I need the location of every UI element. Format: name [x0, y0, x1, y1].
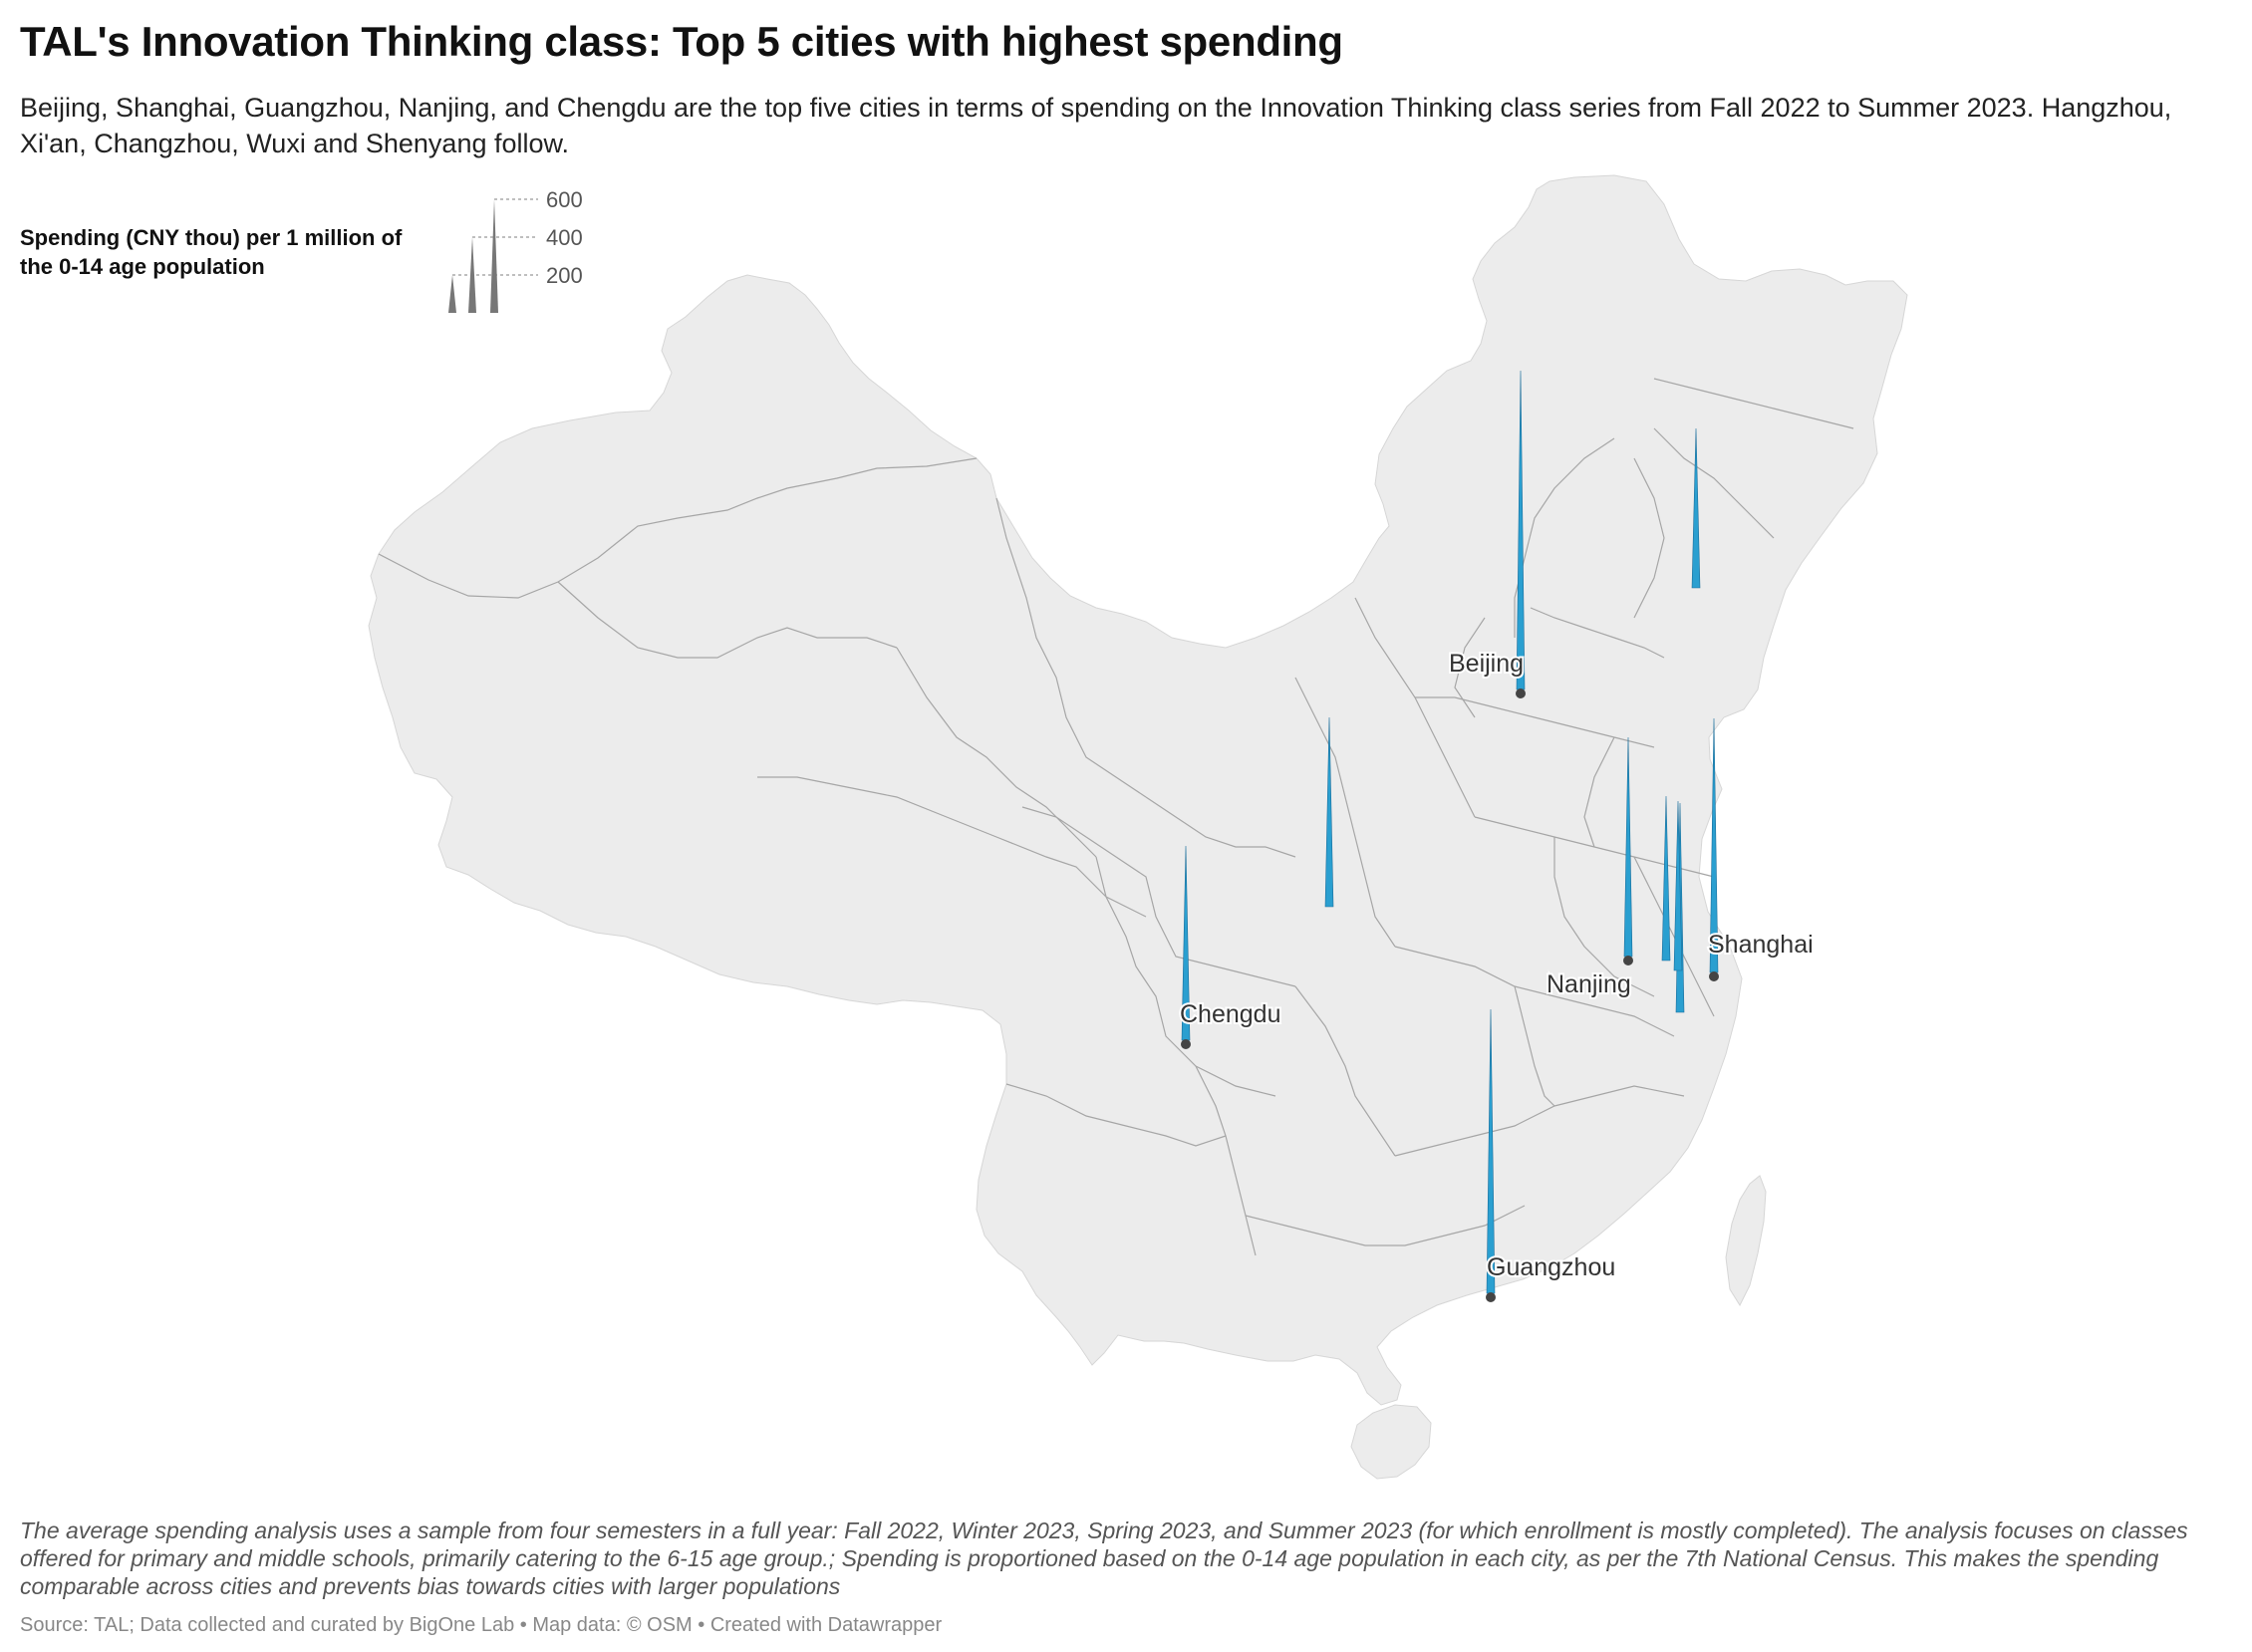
- province-borders: [378, 378, 1854, 1256]
- city-dots-layer: [1181, 688, 1719, 1302]
- city-dot-shanghai: [1709, 971, 1719, 981]
- city-label-guangzhou: Guangzhou: [1487, 1253, 1615, 1281]
- page-title: TAL's Innovation Thinking class: Top 5 c…: [20, 18, 1343, 65]
- legend-spike-scale: 200 400 600: [448, 187, 583, 313]
- city-dot-guangzhou: [1486, 1292, 1496, 1302]
- spike-changzhou: [1661, 795, 1671, 962]
- legend-spike-400: [468, 237, 476, 313]
- city-label-chengdu: Chengdu: [1180, 1000, 1280, 1028]
- legend-tick-label: 600: [546, 187, 583, 212]
- spike-wuxi: [1673, 800, 1683, 971]
- china-mainland-shape: [368, 174, 1908, 1406]
- taiwan-island-shape: [1725, 1175, 1767, 1307]
- page-subtitle: Beijing, Shanghai, Guangzhou, Nanjing, a…: [20, 93, 2172, 158]
- city-labels-layer: Beijing Shanghai Guangzhou Nanjing Chengdu: [1178, 648, 1816, 1283]
- city-dot-chengdu: [1181, 1039, 1191, 1049]
- city-label-nanjing: Nanjing: [1547, 970, 1631, 998]
- legend-spike-200: [448, 275, 456, 313]
- spike-shenyang: [1691, 427, 1701, 589]
- legend-title: Spending (CNY thou) per 1 million of the…: [20, 225, 403, 279]
- legend-spike-600: [490, 199, 498, 313]
- legend-tick-label: 200: [546, 263, 583, 288]
- city-label-beijing: Beijing: [1449, 650, 1524, 678]
- city-label-shanghai: Shanghai: [1708, 931, 1814, 959]
- legend-tick-label: 400: [546, 225, 583, 250]
- city-dot-nanjing: [1623, 956, 1633, 965]
- footnote-text: The average spending analysis uses a sam…: [20, 1517, 2188, 1599]
- city-dot-beijing: [1516, 688, 1526, 698]
- source-credit: Source: TAL; Data collected and curated …: [20, 1614, 943, 1636]
- hainan-island-shape: [1350, 1404, 1432, 1480]
- spike-xian: [1324, 716, 1334, 908]
